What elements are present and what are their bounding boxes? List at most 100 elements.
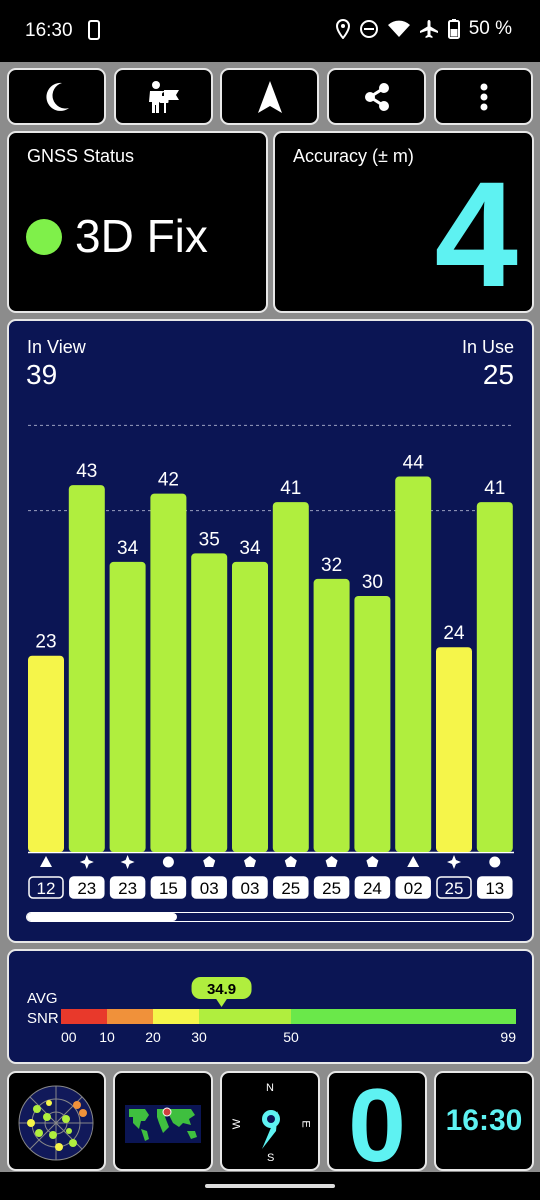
prn-label: 23 xyxy=(77,879,96,898)
moon-icon xyxy=(45,82,69,111)
gnss-status-panel[interactable]: GNSS Status 3D Fix xyxy=(7,131,268,313)
in-use-label: In Use xyxy=(461,337,514,357)
snr-bar xyxy=(68,485,105,852)
do-not-disturb-icon xyxy=(359,20,378,38)
bar-value-label: 43 xyxy=(76,461,97,482)
constellation-pentagon-icon xyxy=(325,856,338,867)
more-vert-icon xyxy=(480,83,487,110)
prn-label-box xyxy=(436,876,472,899)
accuracy-label: Accuracy (± m) xyxy=(293,146,414,166)
scrollbar-thumb[interactable] xyxy=(27,913,177,921)
snr-tick-label: 00 xyxy=(61,1029,77,1045)
navigation-button[interactable] xyxy=(220,68,319,125)
more-options-button[interactable] xyxy=(434,68,533,125)
bar-value-label: 41 xyxy=(484,478,505,499)
battery-percent: 50 % xyxy=(468,18,512,39)
constellation-star-icon xyxy=(79,855,94,869)
snr-tick-label: 20 xyxy=(145,1029,161,1045)
snr-bar-chart: 23 12 43 23 34 23 42 15 35 03 34 03 41 25 32 25 30 24 44 02… xyxy=(28,424,514,899)
prn-label: 02 xyxy=(404,879,423,898)
snr-bar xyxy=(354,596,391,852)
prn-label: 13 xyxy=(485,879,504,898)
fix-indicator-dot xyxy=(26,219,62,255)
avg-snr-label-line1: AVG xyxy=(27,990,58,1007)
status-bar: 16:30 50 % xyxy=(0,0,540,62)
home-gesture-handle[interactable] xyxy=(205,1184,335,1188)
clock-time: 16:30 xyxy=(445,1104,523,1137)
prn-label-box xyxy=(232,876,268,899)
snr-scale-segment xyxy=(291,1009,516,1024)
in-view-label: In View xyxy=(27,337,86,357)
constellation-triangle-icon xyxy=(40,856,52,867)
status-time: 16:30 xyxy=(25,20,73,41)
satellites-in-use-tile[interactable]: 0 xyxy=(327,1068,427,1184)
prn-label-box xyxy=(69,876,105,899)
bar-value-label: 32 xyxy=(321,555,342,576)
prn-label-box xyxy=(109,876,146,899)
snr-bar xyxy=(191,553,228,852)
bar-value-label: 44 xyxy=(403,453,425,474)
share-icon xyxy=(364,82,389,111)
snr-bar xyxy=(28,655,64,852)
in-use-count: 25 xyxy=(482,359,514,390)
prn-label: 12 xyxy=(37,879,56,898)
snr-tick-label: 10 xyxy=(99,1029,115,1045)
share-button[interactable] xyxy=(327,68,426,125)
bar-value-label: 34 xyxy=(117,538,139,559)
gnss-status-label: GNSS Status xyxy=(27,146,135,166)
location-icon xyxy=(335,19,350,39)
bar-value-label: 34 xyxy=(239,538,261,559)
snr-bar xyxy=(232,561,268,852)
constellation-circle-icon xyxy=(162,856,174,868)
snr-scale-segment xyxy=(107,1009,153,1024)
in-view-count: 39 xyxy=(26,359,58,390)
world-map-button[interactable] xyxy=(113,1071,213,1171)
fix-status-text: 3D Fix xyxy=(75,210,208,262)
compass-button[interactable]: N E S W xyxy=(220,1071,320,1171)
sky-radar-icon xyxy=(18,1085,94,1161)
bar-value-label: 23 xyxy=(35,632,56,653)
prn-label: 23 xyxy=(118,879,137,898)
avg-snr-pointer xyxy=(215,998,228,1007)
navigation-bar xyxy=(0,1172,540,1200)
clock-tile[interactable]: 16:30 xyxy=(434,1071,534,1171)
sky-view-button[interactable] xyxy=(7,1071,106,1171)
constellation-pentagon-icon xyxy=(366,856,379,867)
constellation-triangle-icon xyxy=(407,856,420,867)
constellation-star-icon xyxy=(120,855,135,869)
snr-tick-label: 50 xyxy=(283,1029,299,1045)
snr-scale: 00 10 20 30 50 99 34.9 xyxy=(61,977,516,1045)
constellation-pentagon-icon xyxy=(284,856,297,867)
constellation-circle-icon xyxy=(489,856,501,868)
night-mode-button[interactable] xyxy=(7,68,106,125)
accuracy-panel[interactable]: Accuracy (± m) 4 xyxy=(273,131,534,313)
prn-label: 24 xyxy=(363,879,382,898)
snr-bar xyxy=(272,502,309,852)
prn-label: 03 xyxy=(200,879,219,898)
prn-label: 25 xyxy=(281,879,300,898)
avg-snr-bubble xyxy=(191,977,252,999)
world-map-icon xyxy=(125,1105,201,1143)
snr-bar xyxy=(436,647,472,852)
battery-icon xyxy=(447,19,460,39)
chart-scrollbar[interactable] xyxy=(26,912,514,922)
compass-south: S xyxy=(267,1152,275,1164)
avg-snr-value: 34.9 xyxy=(207,981,236,998)
snr-tick-label: 30 xyxy=(191,1029,207,1045)
snr-bar xyxy=(150,493,187,852)
avg-snr-panel[interactable]: AVG SNR 00 10 20 30 50 99 34.9 xyxy=(7,949,534,1064)
bar-value-label: 35 xyxy=(199,529,220,550)
snr-scale-segment xyxy=(153,1009,199,1024)
snr-bar xyxy=(395,476,432,852)
satellites-in-use-big: 0 xyxy=(348,1068,406,1184)
satellite-signal-panel[interactable]: In View 39 In Use 25 23 12 43 23 34 23 42 15 35 0… xyxy=(7,319,534,943)
prn-label-box xyxy=(273,876,309,899)
compass-needle-icon xyxy=(262,1110,280,1149)
snr-tick-label: 99 xyxy=(500,1029,516,1045)
lock-icon xyxy=(265,90,274,103)
prn-label-box xyxy=(313,876,350,899)
guide-button[interactable] xyxy=(114,68,213,125)
prn-label-box xyxy=(395,876,431,899)
bar-value-label: 24 xyxy=(443,623,465,644)
bar-value-label: 30 xyxy=(362,572,383,593)
